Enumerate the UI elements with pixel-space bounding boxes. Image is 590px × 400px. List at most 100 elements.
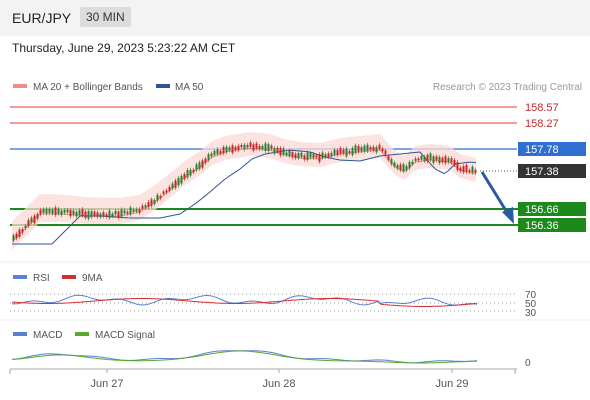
x-axis-label-jun28: Jun 28 [262, 378, 295, 390]
candle-body [231, 145, 234, 153]
candle-body [204, 158, 207, 163]
candle-body [45, 208, 48, 214]
macd-signal-line [11, 350, 477, 364]
candle-body [252, 144, 255, 151]
legend-9ma-swatch [62, 275, 76, 279]
candle-body [306, 152, 309, 160]
x-axis-label-jun27: Jun 27 [90, 378, 123, 390]
candle-body [198, 162, 201, 170]
candle-body [402, 164, 405, 172]
candle-body [408, 162, 411, 169]
candle-body [336, 150, 339, 156]
candle-body [339, 147, 342, 154]
candle-body [261, 145, 264, 150]
candle-body [351, 148, 354, 156]
candle-body [342, 149, 345, 154]
candle-body [81, 209, 84, 216]
candle-body [441, 157, 444, 163]
candle-body [267, 144, 270, 151]
candle-body [471, 166, 474, 173]
candle-body [87, 211, 90, 219]
candle-body [453, 159, 456, 165]
candle-body [438, 156, 441, 164]
candle-body [210, 153, 213, 157]
candle-body [384, 150, 387, 155]
candle-body [213, 150, 216, 155]
candle-body [288, 150, 291, 157]
candle-body [39, 209, 42, 215]
header-bar: EUR/JPY 30 MIN [0, 0, 590, 36]
candle-body [363, 145, 366, 152]
candle-body [114, 210, 117, 215]
candle-body [447, 158, 450, 163]
candle-body [99, 213, 102, 218]
candle-body [345, 148, 348, 157]
legend-ma50-swatch [156, 84, 170, 88]
resistance-label-2: 158.27 [525, 118, 559, 130]
candle-body [192, 169, 195, 173]
candle-body [27, 219, 30, 226]
candle-body [258, 145, 261, 150]
candle-body [63, 210, 66, 213]
legend-rsi-swatch [13, 275, 27, 279]
candle-body [186, 170, 189, 178]
candle-body [348, 151, 351, 154]
timeframe-badge[interactable]: 30 MIN [80, 7, 131, 27]
candle-body [372, 146, 375, 151]
candle-body [279, 147, 282, 156]
pivot-label: 157.78 [525, 144, 559, 156]
candle-body [420, 155, 423, 160]
candle-body [132, 209, 135, 212]
candle-body [417, 158, 420, 161]
candle-body [84, 211, 87, 219]
macd-zero-label: 0 [525, 358, 531, 369]
candle-body [171, 183, 174, 189]
candle-body [54, 207, 57, 215]
chart-canvas[interactable]: MA 20 + Bollinger Bands MA 50 Research ©… [0, 36, 590, 400]
resistance-label-1: 158.57 [525, 102, 559, 114]
candle-body [15, 233, 18, 239]
candle-body [105, 214, 108, 217]
candle-body [414, 158, 417, 161]
candle-body [222, 146, 225, 154]
candle-body [324, 154, 327, 158]
candle-body [405, 165, 408, 171]
candle-body [273, 147, 276, 154]
candle-body [129, 207, 132, 215]
candle-body [270, 145, 273, 149]
candle-body [312, 153, 315, 158]
candle-body [276, 147, 279, 152]
candle-body [354, 145, 357, 153]
candle-body [450, 158, 453, 163]
candle-body [189, 169, 192, 176]
rsi-level-30-label: 30 [525, 308, 537, 319]
x-axis-label-jun29: Jun 29 [435, 378, 468, 390]
support-label-2: 156.36 [525, 220, 559, 232]
support-label-1: 156.66 [525, 204, 559, 216]
candle-body [249, 142, 252, 147]
candle-body [219, 150, 222, 154]
candle-body [51, 209, 54, 214]
candle-body [456, 162, 459, 170]
candle-body [303, 155, 306, 160]
candle-body [381, 148, 384, 152]
candle-body [168, 186, 171, 192]
candle-body [225, 146, 228, 153]
candle-body [378, 144, 381, 149]
candle-body [144, 205, 147, 208]
candle-body [240, 145, 243, 148]
candle-body [429, 153, 432, 161]
candle-body [366, 144, 369, 151]
candle-body [93, 211, 96, 216]
candle-body [294, 153, 297, 159]
candle-body [126, 211, 129, 214]
candle-body [423, 156, 426, 162]
candle-body [357, 146, 360, 152]
candle-body [141, 205, 144, 209]
candle-body [75, 211, 78, 217]
candle-body [369, 147, 372, 150]
candle-body [435, 156, 438, 161]
candle-body [57, 208, 60, 214]
candle-body [234, 146, 237, 150]
